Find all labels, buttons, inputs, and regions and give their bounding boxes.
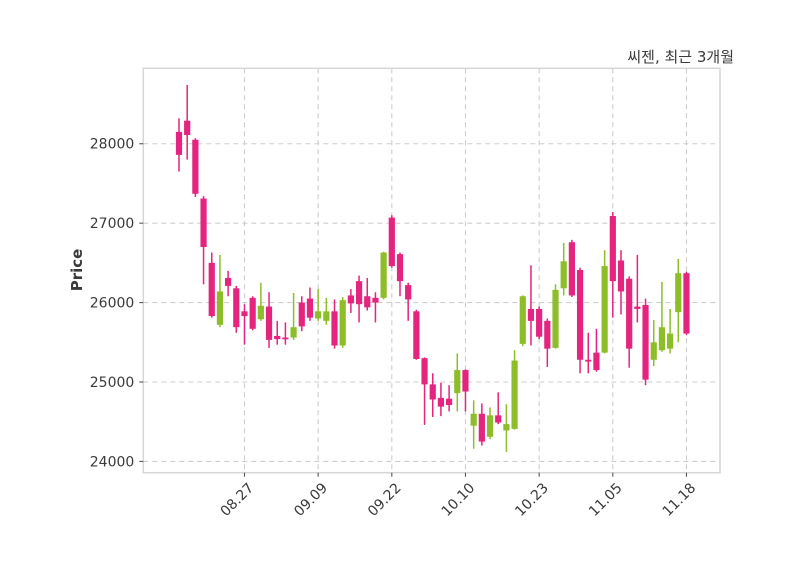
candle-body-down	[388, 217, 395, 267]
candle-body-down	[437, 397, 445, 407]
plot-border	[142, 67, 721, 474]
candle-body-down	[306, 298, 314, 318]
candle-body-down	[364, 296, 371, 308]
candle-body-up	[315, 311, 322, 319]
candle-body-up	[511, 360, 518, 429]
candle-body-down	[626, 278, 633, 349]
candle-body-down	[421, 358, 428, 385]
y-tick-label: 28000	[90, 137, 135, 153]
candle-body-up	[290, 327, 297, 338]
candle-body-down	[609, 216, 616, 282]
candle-body-down	[642, 304, 649, 380]
candle-body-down	[331, 311, 338, 346]
candle-body-up	[601, 266, 608, 353]
x-tick-label: 09.22	[365, 480, 405, 520]
candle-body-down	[225, 277, 232, 286]
candle-body-up	[339, 300, 346, 346]
candle-body-down	[478, 413, 485, 442]
candle-body-down	[355, 281, 363, 305]
x-tick-label: 08.27	[218, 480, 258, 520]
candle-body-up	[552, 289, 559, 348]
candle-body-down	[282, 337, 289, 340]
candle-body-down	[347, 295, 354, 304]
candle-body-down	[265, 306, 273, 340]
candle-body-up	[454, 370, 461, 394]
candle-body-down	[462, 370, 469, 392]
y-tick-label: 24000	[90, 454, 135, 470]
candle-body-down	[372, 297, 379, 303]
chart-title: 씨젠, 최근 3개월	[627, 48, 734, 66]
y-tick-label: 25000	[90, 375, 135, 391]
candle-body-up	[380, 252, 387, 298]
candle-body-down	[446, 398, 453, 406]
candle-body-down	[208, 262, 215, 317]
candle-body-up	[675, 273, 682, 313]
candle-body-down	[249, 297, 256, 329]
y-axis-label: Price	[68, 248, 86, 292]
candle-body-down	[634, 306, 641, 309]
candle-body-down	[585, 359, 592, 362]
candle-body-down	[233, 288, 240, 328]
candle-body-down	[274, 335, 281, 340]
candle-body-up	[470, 413, 477, 426]
candle-body-up	[519, 296, 526, 344]
candle-body-down	[536, 308, 543, 337]
x-tick-label: 11.05	[586, 480, 626, 520]
candle-body-down	[544, 320, 551, 349]
candle-body-down	[200, 198, 207, 247]
candle-body-up	[650, 342, 657, 360]
y-tick-label: 26000	[90, 296, 135, 312]
candle-body-down	[298, 302, 305, 327]
candle-body-up	[667, 333, 674, 349]
candle-body-down	[683, 273, 690, 334]
candle-body-up	[503, 424, 510, 431]
candle-body-down	[527, 308, 535, 321]
candle-body-down	[192, 139, 199, 194]
candle-body-up	[658, 327, 666, 351]
x-tick-label: 09.09	[291, 480, 331, 520]
candle-body-down	[184, 120, 191, 136]
candle-body-up	[323, 311, 330, 321]
candle-body-down	[495, 415, 502, 423]
candle-body-down	[405, 285, 412, 300]
x-tick-label: 10.23	[512, 480, 552, 520]
candle-body-up	[216, 291, 224, 325]
x-tick-label: 10.10	[439, 480, 479, 520]
candle-body-down	[617, 260, 625, 292]
candle-body-down	[396, 254, 404, 282]
candle-body-up	[486, 415, 494, 437]
x-tick-label: 11.18	[660, 480, 700, 520]
candle-body-down	[576, 270, 584, 360]
candle-body-down	[593, 352, 600, 371]
candle-body-down	[568, 242, 575, 296]
candle-body-down	[429, 384, 436, 400]
candle-body-down	[413, 311, 420, 359]
candle-body-down	[175, 131, 183, 155]
candle-body-up	[560, 261, 567, 289]
candle-body-up	[257, 305, 264, 320]
candle-body-down	[241, 311, 248, 317]
y-tick-label: 27000	[90, 216, 135, 232]
